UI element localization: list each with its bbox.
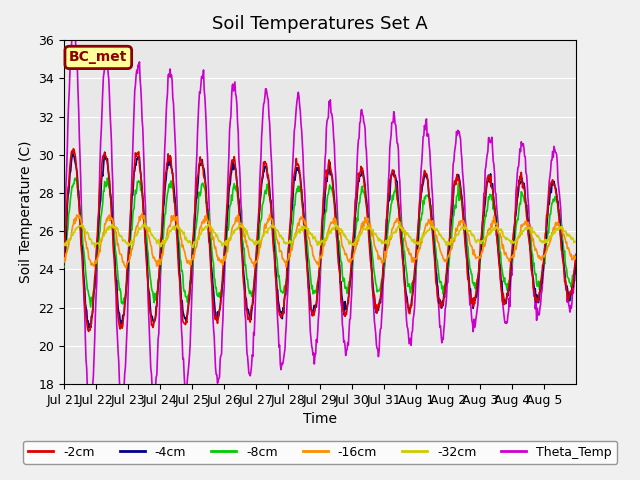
-32cm — [374, 234, 381, 240]
-16cm — [122, 265, 130, 271]
-32cm — [260, 231, 268, 237]
-2cm — [85, 329, 93, 335]
-8cm — [572, 255, 580, 261]
-32cm — [60, 242, 68, 248]
-2cm — [122, 294, 129, 300]
-16cm — [241, 232, 249, 238]
-4cm — [241, 283, 249, 289]
-8cm — [216, 290, 223, 296]
Line: -8cm: -8cm — [64, 178, 576, 307]
-8cm — [104, 175, 111, 181]
-32cm — [189, 245, 196, 251]
-2cm — [260, 162, 268, 168]
Theta_Temp — [572, 251, 580, 257]
-8cm — [374, 288, 381, 293]
Line: -16cm: -16cm — [64, 214, 576, 268]
-16cm — [120, 262, 128, 267]
Theta_Temp — [260, 99, 268, 105]
-2cm — [374, 306, 381, 312]
Line: -32cm: -32cm — [64, 223, 576, 248]
-2cm — [241, 290, 249, 296]
Line: -2cm: -2cm — [64, 149, 576, 332]
-16cm — [216, 256, 223, 262]
-32cm — [141, 220, 148, 226]
-8cm — [241, 263, 249, 269]
Theta_Temp — [86, 408, 93, 414]
-8cm — [60, 264, 68, 270]
Y-axis label: Soil Temperature (C): Soil Temperature (C) — [19, 141, 33, 283]
Theta_Temp — [70, 28, 78, 34]
-16cm — [374, 251, 381, 256]
Theta_Temp — [60, 249, 68, 255]
-16cm — [138, 211, 146, 216]
-8cm — [87, 304, 95, 310]
Theta_Temp — [216, 374, 223, 380]
Line: Theta_Temp: Theta_Temp — [64, 31, 576, 411]
-32cm — [241, 228, 249, 234]
-16cm — [60, 260, 68, 265]
-16cm — [572, 254, 580, 260]
-4cm — [101, 149, 109, 155]
-2cm — [216, 307, 223, 312]
-8cm — [122, 292, 129, 298]
-4cm — [122, 297, 129, 303]
-4cm — [374, 306, 381, 312]
-2cm — [60, 258, 68, 264]
-4cm — [260, 168, 268, 174]
-4cm — [85, 325, 93, 331]
Theta_Temp — [122, 364, 129, 370]
-32cm — [572, 238, 580, 244]
Theta_Temp — [403, 316, 410, 322]
X-axis label: Time: Time — [303, 412, 337, 426]
-2cm — [70, 146, 77, 152]
-32cm — [120, 238, 128, 243]
-8cm — [403, 268, 410, 274]
-8cm — [260, 192, 268, 198]
Line: -4cm: -4cm — [64, 152, 576, 328]
-2cm — [572, 254, 580, 260]
Theta_Temp — [241, 311, 249, 316]
-4cm — [403, 292, 410, 298]
Text: BC_met: BC_met — [69, 50, 127, 64]
Theta_Temp — [374, 346, 381, 352]
-32cm — [216, 238, 223, 243]
Legend: -2cm, -4cm, -8cm, -16cm, -32cm, Theta_Temp: -2cm, -4cm, -8cm, -16cm, -32cm, Theta_Te… — [23, 441, 617, 464]
-4cm — [216, 308, 223, 313]
-4cm — [572, 254, 580, 260]
-4cm — [60, 262, 68, 267]
-2cm — [403, 299, 410, 304]
-16cm — [403, 243, 410, 249]
-32cm — [403, 232, 410, 238]
Title: Soil Temperatures Set A: Soil Temperatures Set A — [212, 15, 428, 33]
-16cm — [260, 224, 268, 230]
